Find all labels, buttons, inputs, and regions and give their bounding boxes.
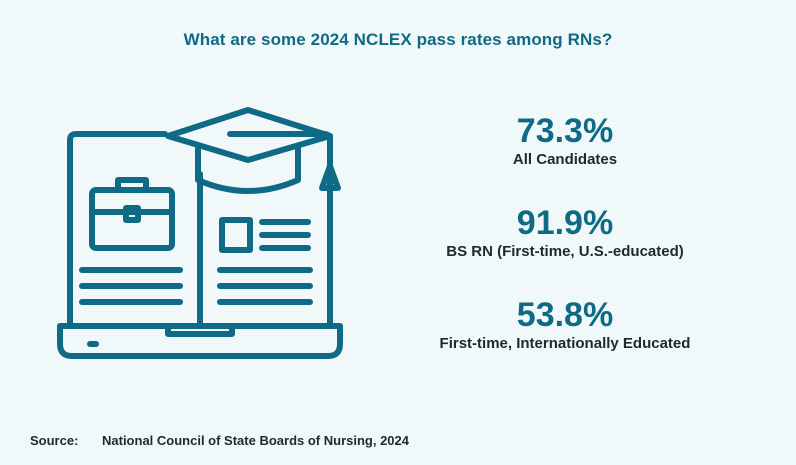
stat-internationally-educated: 53.8% First-time, Internationally Educat… bbox=[410, 296, 720, 388]
laptop-book-graduation-cap-icon bbox=[57, 107, 343, 359]
source-text: National Council of State Boards of Nurs… bbox=[102, 433, 409, 448]
stat-label: First-time, Internationally Educated bbox=[439, 335, 691, 352]
page-title: What are some 2024 NCLEX pass rates amon… bbox=[183, 30, 613, 49]
stat-value: 91.9% bbox=[516, 204, 614, 242]
stat-value: 73.3% bbox=[516, 112, 614, 150]
stat-all-candidates: 73.3% All Candidates bbox=[410, 112, 720, 204]
stat-label: BS RN (First-time, U.S.-educated) bbox=[446, 243, 684, 260]
pass-rates-list: 73.3% All Candidates 91.9% BS RN (First-… bbox=[410, 112, 720, 388]
stat-value: 53.8% bbox=[516, 296, 614, 334]
stat-label: All Candidates bbox=[512, 151, 618, 168]
stat-bs-rn: 91.9% BS RN (First-time, U.S.-educated) bbox=[410, 204, 720, 296]
source-note: Source: National Council of State Boards … bbox=[30, 433, 409, 448]
source-label: Source: bbox=[30, 433, 79, 448]
